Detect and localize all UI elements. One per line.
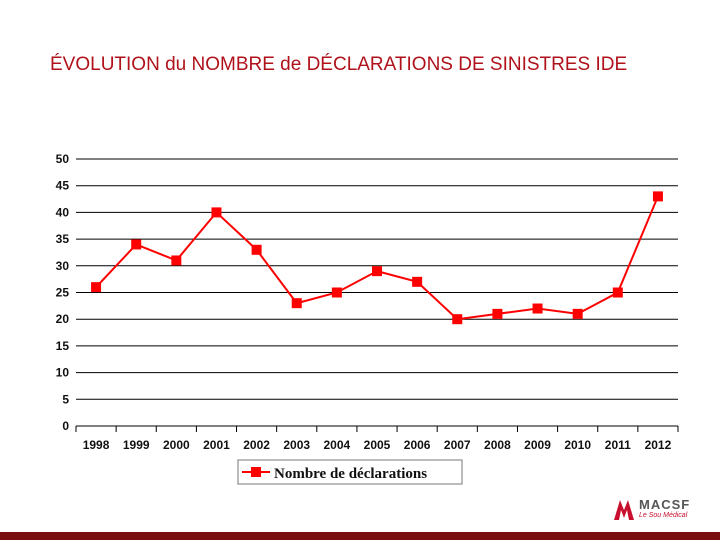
- y-tick-label: 30: [56, 259, 70, 273]
- gridlines: [76, 158, 678, 400]
- data-point: [452, 314, 463, 325]
- line-chart: 0 5 10 15 20 25 30 35 40 45 50 1998 1999 2000 2001 200…: [56, 152, 679, 485]
- x-tick-label: 2005: [364, 438, 391, 452]
- chart-title: ÉVOLUTION du NOMBRE de DÉCLARATIONS DE S…: [50, 54, 628, 75]
- x-tick-label: 2000: [163, 438, 190, 452]
- data-point: [171, 255, 182, 266]
- y-tick-label: 10: [56, 366, 70, 380]
- y-tick-labels: 0 5 10 15 20 25 30 35 40 45 50: [56, 152, 70, 433]
- x-tick-label: 1999: [123, 438, 150, 452]
- x-tick-label: 2001: [203, 438, 230, 452]
- legend-marker: [251, 467, 261, 477]
- logo-tagline: Le Sou Médical: [639, 512, 688, 519]
- y-tick-label: 5: [62, 392, 69, 406]
- macsf-logo: MACSF Le Sou Médical: [612, 496, 692, 522]
- x-tick-label: 2006: [404, 438, 431, 452]
- data-point: [532, 303, 543, 314]
- logo-name: MACSF: [639, 497, 691, 512]
- data-point: [612, 287, 623, 298]
- data-point: [211, 207, 222, 218]
- x-tick-label: 2010: [564, 438, 591, 452]
- x-tick-label: 2007: [444, 438, 471, 452]
- legend-box: [237, 459, 463, 485]
- y-tick-label: 50: [56, 152, 70, 166]
- data-point: [412, 276, 423, 287]
- x-tick-label: 1998: [83, 438, 110, 452]
- data-point: [372, 266, 382, 277]
- y-tick-label: 45: [56, 179, 70, 193]
- x-tick-label: 2002: [243, 438, 270, 452]
- x-tick-labels: 1998 1999 2000 2001 2002 2003 2004 2005 2006 2007…: [83, 438, 672, 452]
- x-tick-label: 2011: [605, 438, 631, 452]
- y-tick-label: 0: [62, 419, 69, 433]
- data-point: [652, 191, 663, 202]
- data-point: [251, 244, 262, 255]
- x-tick-label: 2012: [645, 438, 672, 452]
- data-point: [91, 282, 102, 293]
- legend-label: Nombre de déclarations: [274, 466, 427, 482]
- x-tick-label: 2008: [484, 438, 511, 452]
- footer-bar: [0, 532, 720, 540]
- x-tick-label: 2003: [283, 438, 310, 452]
- y-tick-label: 20: [56, 312, 70, 326]
- x-axis: [75, 425, 679, 432]
- data-point: [291, 298, 302, 309]
- legend: Nombre de déclarations: [237, 459, 463, 485]
- y-tick-label: 15: [56, 339, 70, 353]
- x-tick-label: 2009: [524, 438, 551, 452]
- data-point: [331, 287, 342, 298]
- x-tick-label: 2004: [324, 438, 351, 452]
- data-point: [572, 308, 583, 319]
- series-layer: [91, 191, 663, 325]
- y-tick-label: 25: [56, 286, 70, 300]
- data-point: [492, 308, 503, 319]
- macsf-logo-icon: [614, 500, 634, 520]
- y-tick-label: 35: [56, 232, 70, 246]
- y-tick-label: 40: [56, 205, 70, 219]
- data-point: [131, 239, 142, 250]
